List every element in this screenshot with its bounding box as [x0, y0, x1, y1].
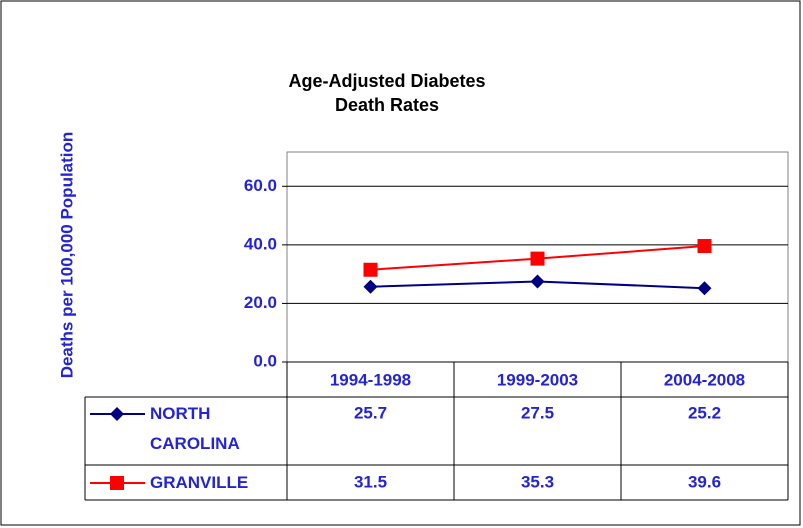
- marker: [110, 476, 124, 490]
- x-tick-label: 2004-2008: [664, 370, 745, 389]
- y-tick-label: 40.0: [244, 234, 277, 253]
- y-tick-label: 20.0: [244, 293, 277, 312]
- legend-label-box: GRANVILLE: [150, 473, 249, 492]
- y-tick-label: 60.0: [244, 176, 277, 195]
- legend-label: NORTH CAROLINA: [150, 404, 240, 453]
- table-value: 31.5: [354, 472, 387, 491]
- table-value: 27.5: [521, 403, 554, 422]
- table-value: 25.7: [354, 403, 387, 422]
- marker: [530, 251, 545, 266]
- legend-label-box: NORTH CAROLINA: [150, 404, 240, 453]
- marker: [530, 274, 545, 289]
- marker: [697, 239, 712, 254]
- marker: [363, 262, 378, 277]
- legend-label: GRANVILLE: [150, 473, 249, 492]
- x-tick-label: 1999-2003: [497, 370, 578, 389]
- x-tick-label: 1994-1998: [330, 370, 411, 389]
- table-value: 35.3: [521, 472, 554, 491]
- marker: [363, 279, 378, 294]
- table-value: 39.6: [688, 472, 721, 491]
- table-value: 25.2: [688, 403, 721, 422]
- chart-title: Age-Adjusted Diabetes Death Rates: [288, 71, 485, 115]
- marker: [110, 407, 124, 421]
- marker: [697, 281, 712, 296]
- y-axis-label: Deaths per 100,000 Population: [57, 132, 76, 379]
- y-tick-label: 0.0: [253, 351, 277, 370]
